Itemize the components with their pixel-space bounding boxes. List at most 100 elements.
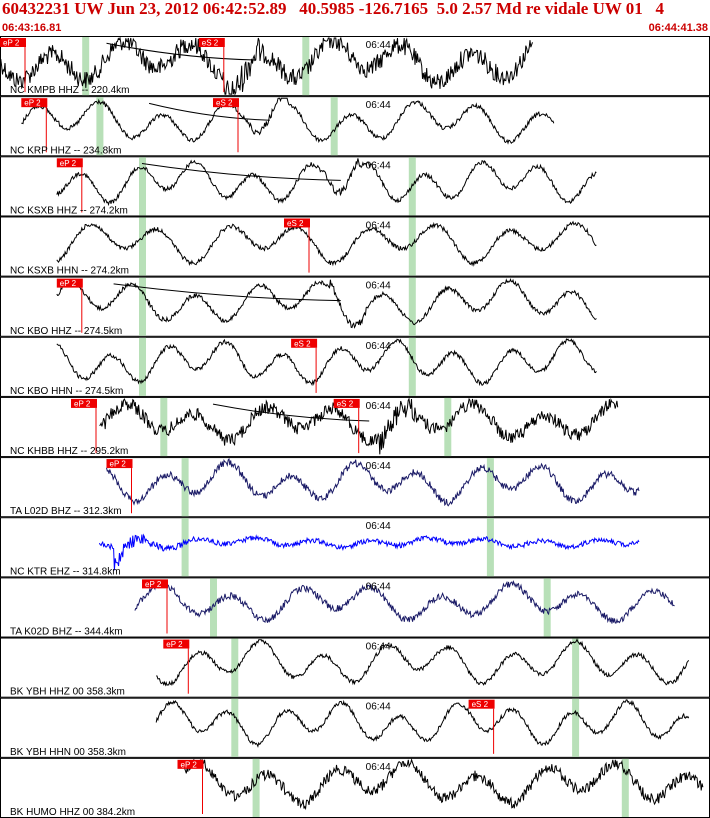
phase-pick-flag[interactable] xyxy=(56,158,83,168)
phase-pick-flag[interactable] xyxy=(71,398,97,408)
waveform-line xyxy=(0,36,533,96)
trace-row[interactable]: eP 2 06:44 BK YBH HHZ 00 358.3km xyxy=(0,637,710,698)
phase-marker-band xyxy=(210,578,217,637)
phase-pick-label: eP 2 xyxy=(60,279,77,288)
trace-time-label: 06:44 xyxy=(366,521,391,532)
phase-marker-band xyxy=(408,157,416,216)
phase-pick-label: eP 2 xyxy=(60,159,77,168)
phase-pick-label: eP 2 xyxy=(3,39,20,48)
station-label: NC KMPB HHZ -- 220.4km xyxy=(10,85,129,96)
trace-row[interactable]: eP 2 06:44 TA L02D BHZ -- 312.3km xyxy=(0,457,710,518)
phase-pick-label: eP 2 xyxy=(166,640,183,649)
phase-marker-band xyxy=(82,37,90,96)
station-label: TA K02D BHZ -- 344.4km xyxy=(10,627,123,638)
trace-time-label: 06:44 xyxy=(366,160,391,171)
phase-marker-band xyxy=(486,458,494,517)
station-label: NC KBO HHN -- 274.5km xyxy=(10,386,123,397)
phase-marker-band xyxy=(330,97,338,156)
station-label: NC KHBB HHZ -- 295.2km xyxy=(10,446,128,457)
phase-marker-band xyxy=(621,758,629,817)
phase-marker-band xyxy=(231,698,239,757)
station-label: NC KSXB HHN -- 274.2km xyxy=(10,266,129,277)
station-label: NC KBO HHZ -- 274.5km xyxy=(10,326,122,337)
trace-time-label: 06:44 xyxy=(366,762,391,773)
trace-row[interactable]: eP 2 06:44 NC KBO HHZ -- 274.5km xyxy=(0,276,710,337)
waveform-line xyxy=(56,220,597,267)
phase-pick-label: eS 2 xyxy=(216,99,233,108)
travel-time-curve xyxy=(106,42,256,61)
waveform-line xyxy=(56,338,597,387)
phase-marker-band xyxy=(139,157,146,216)
waveform-line xyxy=(156,638,690,687)
phase-marker-band xyxy=(572,638,580,697)
phase-marker-band xyxy=(408,277,416,336)
phase-pick-flag[interactable] xyxy=(106,459,133,469)
trace-row[interactable]: eS 2 06:44 NC KBO HHN -- 274.5km xyxy=(0,336,710,397)
phase-pick-label: eP 2 xyxy=(145,580,162,589)
seismogram-header: 60432231 UW Jun 23, 2012 06:42:52.89 40.… xyxy=(0,0,710,36)
phase-marker-band xyxy=(139,277,146,336)
trace-row[interactable]: eP 2 06:44 TA K02D BHZ -- 344.4km xyxy=(0,577,710,638)
travel-time-curve xyxy=(113,283,341,302)
trace-time-label: 06:44 xyxy=(366,642,391,653)
trace-row[interactable]: eS 2 06:44 NC KSXB HHN -- 274.2km xyxy=(0,216,710,277)
phase-pick-flag[interactable] xyxy=(177,759,204,769)
trace-time-label: 06:44 xyxy=(366,341,391,352)
phase-pick-label: eS 2 xyxy=(472,700,489,709)
phase-pick-flag[interactable] xyxy=(333,398,360,408)
waveform-line xyxy=(21,97,555,145)
station-label: BK HUMO HHZ 00 384.2km xyxy=(10,807,135,818)
event-title: 60432231 UW Jun 23, 2012 06:42:52.89 40.… xyxy=(2,0,665,18)
trace-time-label: 06:44 xyxy=(366,281,391,292)
phase-marker-band xyxy=(181,518,189,577)
trace-row[interactable]: eS 2 06:44 BK YBH HHN 00 358.3km xyxy=(0,697,710,758)
phase-pick-flag[interactable] xyxy=(291,338,318,348)
station-label: NC KTR EHZ -- 314.8km xyxy=(10,566,121,577)
phase-pick-flag[interactable] xyxy=(21,98,48,108)
trace-row[interactable]: eP 2 06:44 BK HUMO HHZ 00 384.2km xyxy=(0,757,710,818)
phase-marker-band xyxy=(302,37,310,96)
phase-pick-flag[interactable] xyxy=(163,639,190,649)
phase-marker-band xyxy=(572,698,580,757)
trace-row[interactable]: eP 2 eS 2 06:44 NC KMPB HHZ -- 220.4km xyxy=(0,36,710,97)
trace-time-label: 06:44 xyxy=(366,581,391,592)
travel-time-curve xyxy=(148,102,270,121)
trace-time-label: 06:44 xyxy=(366,401,391,412)
waveform-line xyxy=(155,699,690,748)
waveform-line xyxy=(98,533,640,571)
phase-pick-flag[interactable] xyxy=(56,278,83,288)
phase-pick-label: eS 2 xyxy=(294,339,311,348)
phase-pick-flag[interactable] xyxy=(468,699,495,709)
phase-pick-label: eP 2 xyxy=(181,760,198,769)
trace-row[interactable]: 06:44 NC KTR EHZ -- 314.8km xyxy=(0,517,710,578)
phase-pick-label: eS 2 xyxy=(337,399,354,408)
trace-time-label: 06:44 xyxy=(366,702,391,713)
waveform-line xyxy=(184,758,704,811)
phase-marker-band xyxy=(96,97,104,156)
phase-marker-band xyxy=(181,458,189,517)
phase-marker-band xyxy=(486,518,494,577)
phase-marker-band xyxy=(408,217,416,276)
station-label: NC KRP HHZ -- 234.8km xyxy=(10,145,122,156)
phase-marker-band xyxy=(139,337,146,396)
phase-pick-flag[interactable] xyxy=(284,218,310,228)
station-label: BK YBH HHZ 00 358.3km xyxy=(10,687,125,698)
waveform-line xyxy=(106,458,640,507)
station-label: TA L02D BHZ -- 312.3km xyxy=(10,506,122,517)
phase-marker-band xyxy=(231,638,239,697)
waveform-line xyxy=(134,579,675,624)
window-end-time: 06:44:41.38 xyxy=(648,22,708,34)
phase-pick-label: eP 2 xyxy=(110,460,127,469)
phase-pick-flag[interactable] xyxy=(142,579,168,589)
station-label: BK YBH HHN 00 358.3km xyxy=(10,747,126,758)
trace-row[interactable]: eP 2 eS 2 06:44 NC KHBB HHZ -- 295.2km xyxy=(0,396,710,457)
phase-pick-flag[interactable] xyxy=(0,38,26,47)
trace-row[interactable]: eP 2 06:44 NC KSXB HHZ -- 274.2km xyxy=(0,156,710,217)
trace-row[interactable]: eP 2 eS 2 06:44 NC KRP HHZ -- 234.8km xyxy=(0,96,710,157)
phase-pick-label: eP 2 xyxy=(24,99,41,108)
trace-time-label: 06:44 xyxy=(366,40,391,51)
phase-pick-flag[interactable] xyxy=(198,38,225,47)
phase-pick-flag[interactable] xyxy=(213,98,239,108)
trace-time-label: 06:44 xyxy=(366,220,391,231)
